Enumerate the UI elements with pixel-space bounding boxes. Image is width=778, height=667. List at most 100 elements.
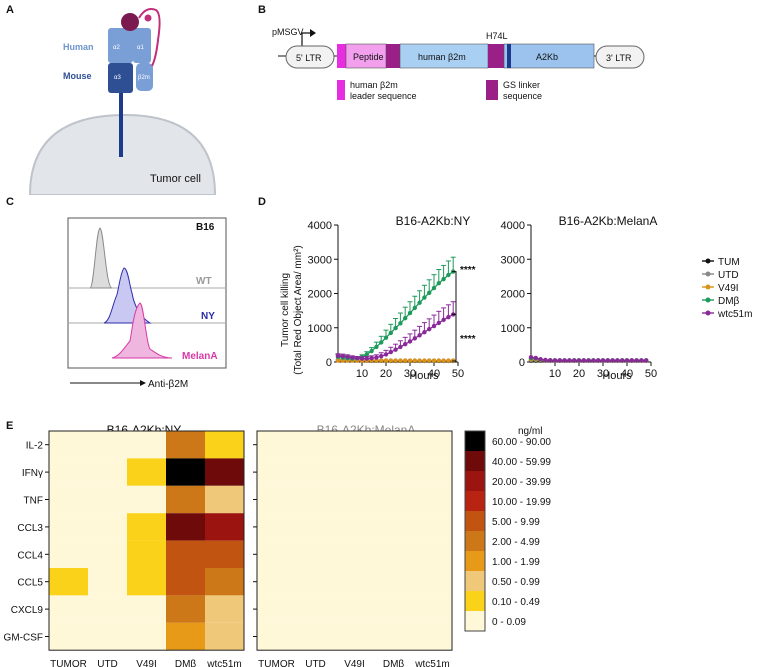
legend-bin-label: 0.10 - 0.49 — [492, 597, 540, 608]
heatmap2-row-gmcsf-cell — [335, 622, 374, 651]
legend-swatch — [465, 511, 485, 531]
legend-swatch — [465, 591, 485, 611]
leader-legend-swatch — [337, 80, 345, 100]
chart1-series-v49i-point — [427, 358, 432, 363]
heatmap2-row-ccl4-cell — [296, 540, 335, 568]
heatmap1-row-ccl5-cell — [49, 568, 88, 596]
human-b2m-label: human β2m — [418, 52, 466, 62]
chart1-series-dm-point — [417, 300, 422, 305]
legend-swatch — [465, 551, 485, 571]
chart1-xlabel: Hours — [409, 370, 439, 382]
ltr5-label: 5' LTR — [296, 53, 322, 63]
heatmap2-row-gmcsf-cell — [296, 622, 335, 651]
heatmap1-row-ccl3-cell — [205, 513, 244, 541]
legend-swatch — [465, 431, 485, 451]
heatmap1-row-gmcsf-cell — [88, 622, 127, 651]
gs-legend-swatch — [486, 80, 498, 100]
legend-bin-label: 10.00 - 19.99 — [492, 497, 551, 508]
chart2-series-wtc51m-point — [591, 358, 596, 363]
heatmap2-row-ccl4-cell — [257, 540, 296, 568]
chart2-series-wtc51m-point — [557, 358, 562, 363]
chart1-series-wtc51m-point — [422, 330, 427, 335]
panel-e-heatmaps: B16-A2Kb:NY B16-A2Kb:MelanA ng/ml IL-2IF… — [4, 423, 552, 667]
heatmap2-row-tnf-cell — [257, 485, 296, 514]
chart1-series-wtc51m-point — [374, 355, 379, 360]
chart1-series-wtc51m-point — [388, 349, 393, 355]
alpha3-label: α3 — [114, 75, 121, 81]
chart2-series-wtc51m-point — [634, 358, 639, 363]
chart2-series-wtc51m-point — [605, 358, 610, 363]
gs-legend-line1: GS linker — [503, 80, 540, 90]
panel-a-schematic: Human Mouse α2 α1 α3 β2m Tumor cell — [28, 8, 217, 195]
heatmap1-row-ccl3-cell — [166, 513, 205, 541]
histogram-label-ny: NY — [201, 311, 215, 322]
heatmap1-row-cxcl9-cell — [205, 595, 244, 623]
heatmap1-row-ifn-cell — [166, 458, 205, 486]
chart2-xlabel: Hours — [602, 370, 632, 382]
chart1-series-v49i-point — [374, 358, 379, 363]
heatmap2-row-il2-cell — [335, 431, 374, 459]
chart1-ytick-label: 0 — [326, 357, 332, 369]
chart2-ytick-label: 0 — [519, 357, 525, 369]
heatmap1-row-cxcl9-cell — [127, 595, 166, 623]
chart1-series-v49i-point — [398, 358, 403, 363]
legend-tum-label: TUM — [718, 257, 740, 268]
heatmap1-row-tnf-cell — [49, 485, 88, 514]
chart1-series-wtc51m-point — [369, 356, 374, 361]
chart2-series-wtc51m-point — [644, 358, 649, 363]
leader-segment — [337, 44, 346, 68]
chart1-series-dm-point — [364, 352, 369, 357]
legend-swatch — [465, 531, 485, 551]
chart2-xtick-label: 40 — [621, 368, 633, 380]
legend-wtc51m-label: wtc51m — [717, 309, 752, 320]
h74l-marker — [507, 44, 511, 68]
chart1-ylabel-2: (Total Red Object Area/ mm²) — [293, 245, 304, 374]
legend-bin-label: 0 - 0.09 — [492, 617, 526, 628]
chart2-series-wtc51m-point — [600, 358, 606, 363]
legend-bin-label: 0.50 - 0.99 — [492, 577, 540, 588]
gs-linker-1 — [386, 44, 400, 68]
heatmap2-row-tnf-cell — [413, 485, 452, 514]
chart1-series-dm-point — [431, 285, 437, 291]
heatmap1-row-ifn-label: IFNγ — [22, 468, 43, 479]
legend-bin-label: 1.00 - 1.99 — [492, 557, 540, 568]
chart2-series-wtc51m-point — [615, 358, 620, 363]
chart2-series-wtc51m-point — [533, 355, 538, 361]
heatmap2-row-cxcl9-cell — [257, 595, 296, 623]
chart2-series-wtc51m-point — [572, 358, 577, 363]
heatmap2-border — [256, 430, 453, 651]
chart1-series-v49i-point — [436, 358, 441, 363]
heatmap1-row-il2-label: IL-2 — [26, 441, 44, 452]
alpha1-label: α1 — [137, 45, 144, 51]
heatmap1-row-ccl5-cell — [166, 568, 205, 596]
axis-arrow-head — [140, 380, 146, 386]
heatmap2-row-ccl4-cell — [374, 540, 413, 568]
b2m-segment — [399, 43, 489, 69]
chart1-series-v49i-point — [340, 358, 345, 363]
chart1-series-wtc51m-point — [345, 354, 350, 360]
heatmap2-row-ccl5-cell — [374, 568, 413, 596]
legend-bin-label: 2.00 - 4.99 — [492, 537, 540, 548]
chart2-xtick-label: 30 — [597, 368, 609, 380]
histogram-label-melana: MelanA — [182, 351, 218, 362]
chart1-series-wtc51m-point — [335, 353, 341, 359]
chart1-title: B16-A2Kb:NY — [396, 214, 471, 228]
heatmap2-col-label: UTD — [305, 659, 326, 667]
heatmap1-row-ccl4-cell — [127, 540, 166, 568]
legend-unit: ng/ml — [518, 426, 542, 437]
chart2-ytick-label: 2000 — [501, 289, 525, 301]
histogram-title: B16 — [196, 222, 215, 233]
chart1-ylabel-1: Tumor cell killing — [280, 273, 291, 347]
chart1-plot: 0 1000 2000 3000 4000 10 20 30 40 50 — [308, 220, 465, 380]
chart1-series-wtc51m-point — [403, 341, 408, 347]
heatmap1-row-cxcl9-cell — [88, 595, 127, 623]
heatmap1-col-label: wtc51m — [206, 659, 241, 667]
b2m-label: β2m — [138, 75, 150, 81]
legend-wtc51m-marker — [705, 310, 711, 316]
chart1-series-dm-point — [427, 290, 432, 296]
heatmap2-row-ccl3-cell — [335, 513, 374, 541]
panel-d-charts: B16-A2Kb:NY B16-A2Kb:MelanA Tumor cell k… — [280, 214, 752, 382]
chart1-series-dm-point — [407, 310, 413, 316]
panel-letter-d: D — [258, 196, 266, 208]
chart1-xtick-label: 40 — [428, 368, 440, 380]
